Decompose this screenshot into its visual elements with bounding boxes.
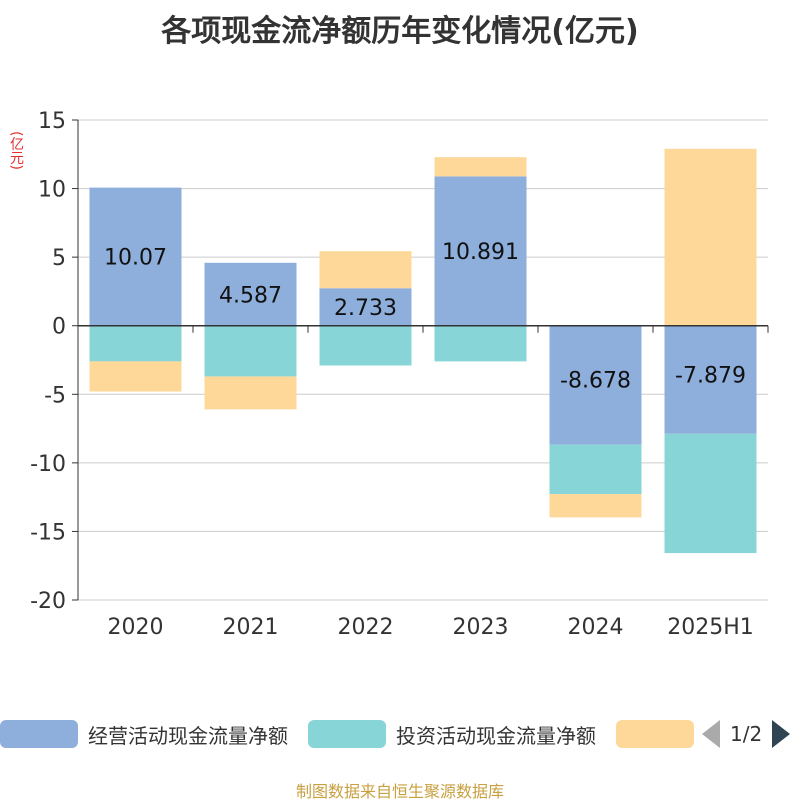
x-tick-label-2024: 2024 [568,615,624,640]
legend-swatch-investing [308,720,386,748]
bar-2023-series-1 [434,325,527,362]
bar-2025H1-series-2 [664,148,757,326]
legend-next-arrow-icon[interactable] [772,720,791,748]
x-tick-label-2022: 2022 [338,615,394,640]
bar-2023-series-0 [434,176,527,326]
y-tick-label: 15 [38,109,66,134]
legend-item-investing[interactable]: 投资活动现金流量净额 [308,720,616,749]
legend-item-third[interactable] [616,720,694,748]
bar-2024-series-1 [549,444,642,495]
bar-2020-series-0 [89,187,182,326]
bar-2021-series-2 [204,376,297,410]
x-tick-label-2021: 2021 [223,615,279,640]
data-label-2021: 4.587 [219,283,282,308]
legend-label-investing: 投资活动现金流量净额 [396,723,596,748]
data-label-2020: 10.07 [104,246,167,271]
legend: 经营活动现金流量净额 投资活动现金流量净额 1/2 [0,712,800,756]
bar-2025H1-series-1 [664,433,757,554]
bar-2024-series-0 [549,325,642,445]
bar-2022-series-1 [319,325,412,366]
bar-2020-series-1 [89,325,182,362]
legend-item-operating[interactable]: 经营活动现金流量净额 [0,720,308,749]
bar-2022-series-0 [319,288,412,326]
bar-2022-series-2 [319,251,412,289]
y-tick-label: -5 [44,383,66,408]
y-axis-unit-label: (亿元) [8,130,24,170]
y-tick-label: -20 [30,589,66,614]
bar-2020-series-2 [89,361,182,392]
legend-swatch-operating [0,720,78,748]
y-tick-label: 5 [52,246,66,271]
x-tick-label-2020: 2020 [108,615,164,640]
data-label-2024: -8.678 [560,368,631,393]
legend-swatch-third [616,720,694,748]
chart-title: 各项现金流净额历年变化情况(亿元) [161,14,639,49]
legend-prev-arrow-icon[interactable] [702,720,720,748]
bar-2025H1-series-0 [664,325,757,434]
bar-2021-series-0 [204,262,297,326]
legend-label-operating: 经营活动现金流量净额 [88,723,288,748]
bar-2024-series-2 [549,494,642,518]
data-label-2022: 2.733 [334,296,397,321]
legend-page-indicator: 1/2 [730,722,763,746]
x-tick-label-2025H1: 2025H1 [667,615,754,640]
y-tick-label: -15 [30,520,66,545]
data-label-2023: 10.891 [442,240,519,265]
bar-2021-series-1 [204,325,297,377]
data-label-2025H1: -7.879 [675,363,746,388]
x-tick-label-2023: 2023 [453,615,509,640]
y-tick-label: 10 [38,178,66,203]
chart-plot-area: 15 10 5 0 -5 -10 -15 -20 10.07 4.587 2.733 10.891 -8… [30,109,769,640]
y-tick-label: 0 [52,315,66,340]
data-source-note: 制图数据来自恒生聚源数据库 [295,782,504,801]
legend-pager: 1/2 [702,720,791,748]
bar-2023-series-2 [434,157,527,177]
y-tick-label: -10 [30,452,66,477]
